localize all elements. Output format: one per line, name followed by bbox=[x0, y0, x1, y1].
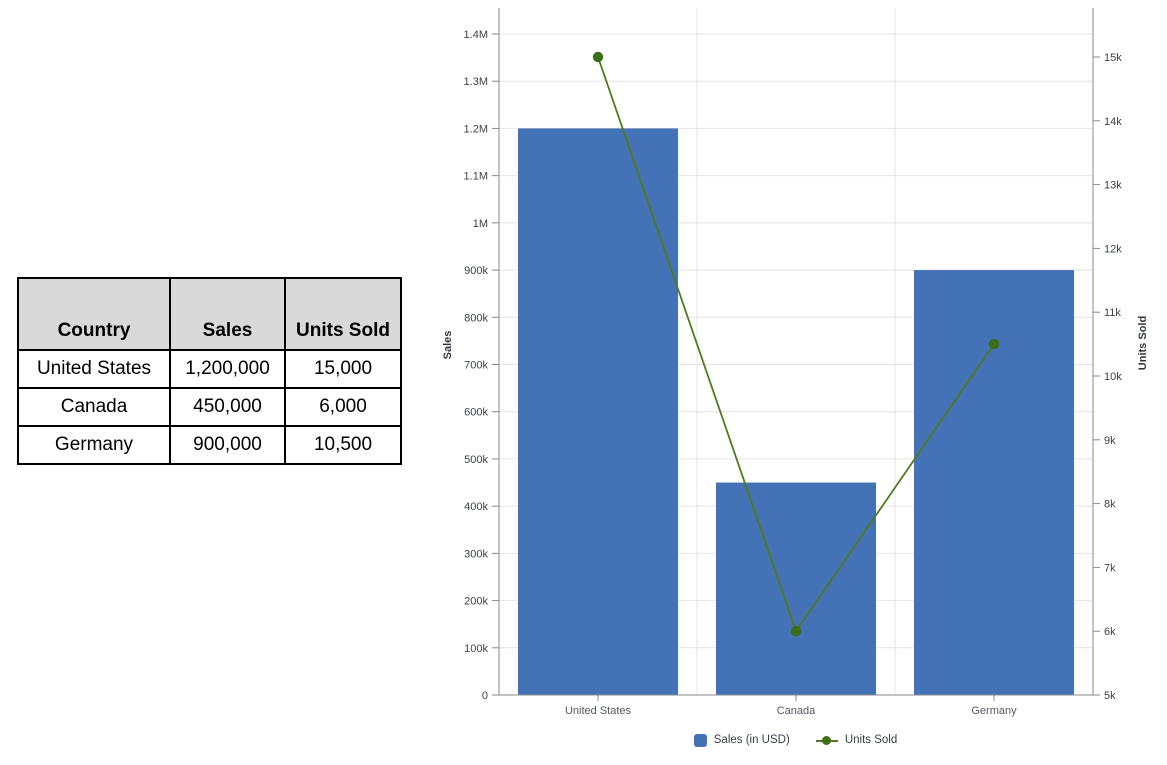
table-row: Germany 900,000 10,500 bbox=[17, 425, 402, 465]
left-tick-label: 1M bbox=[473, 218, 488, 230]
left-tick-label: 100k bbox=[464, 643, 488, 655]
right-tick-label: 6k bbox=[1104, 626, 1116, 638]
cell-sales: 1,200,000 bbox=[169, 349, 286, 389]
right-tick-label: 9k bbox=[1104, 435, 1116, 447]
right-tick-label: 5k bbox=[1104, 690, 1116, 702]
table-header-row: Country Sales Units Sold bbox=[17, 277, 402, 351]
right-tick-label: 8k bbox=[1104, 499, 1116, 511]
cell-sales: 900,000 bbox=[169, 425, 286, 465]
sales-legend-swatch-icon bbox=[693, 733, 707, 747]
cell-country: Germany bbox=[17, 425, 171, 465]
cell-country: United States bbox=[17, 349, 171, 389]
line-marker-canada bbox=[790, 626, 802, 637]
x-category-label: Germany bbox=[971, 705, 1017, 717]
left-axis-title: Sales bbox=[442, 330, 454, 360]
right-tick-label: 11k bbox=[1104, 307, 1121, 319]
right-tick-label: 15k bbox=[1104, 52, 1122, 64]
bar-united-states bbox=[518, 128, 678, 695]
chart-legend: Sales (in USD) Units Sold bbox=[440, 731, 1151, 749]
cell-units: 10,500 bbox=[284, 425, 402, 465]
left-tick-label: 1.3M bbox=[464, 76, 488, 88]
line-marker-united-states bbox=[592, 51, 604, 63]
left-tick-label: 900k bbox=[464, 265, 488, 277]
table-row: Canada 450,000 6,000 bbox=[17, 387, 402, 427]
legend-label-sales: Sales (in USD) bbox=[713, 734, 790, 746]
legend-item-units-sold: Units Sold bbox=[815, 734, 898, 747]
left-tick-label: 1.2M bbox=[464, 123, 488, 135]
left-tick-label: 700k bbox=[464, 360, 488, 372]
right-axis-title: Units Sold bbox=[1137, 315, 1149, 371]
right-tick-label: 10k bbox=[1104, 371, 1122, 383]
cell-country: Canada bbox=[17, 387, 171, 427]
table-row: United States 1,200,000 15,000 bbox=[17, 349, 402, 389]
left-tick-label: 0 bbox=[482, 690, 488, 702]
header-country: Country bbox=[17, 277, 171, 351]
right-tick-label: 7k bbox=[1104, 562, 1116, 574]
header-sales: Sales bbox=[169, 277, 286, 351]
legend-label-units-sold: Units Sold bbox=[844, 734, 898, 746]
right-tick-label: 13k bbox=[1104, 180, 1122, 192]
left-tick-label: 1.4M bbox=[464, 29, 488, 41]
cell-sales: 450,000 bbox=[169, 387, 286, 427]
cell-units: 6,000 bbox=[284, 387, 402, 427]
x-category-label: Canada bbox=[777, 705, 816, 717]
left-tick-label: 1.1M bbox=[464, 171, 488, 183]
left-tick-label: 500k bbox=[464, 454, 488, 466]
x-category-label: United States bbox=[565, 705, 632, 717]
right-tick-label: 12k bbox=[1104, 243, 1122, 255]
cell-units: 15,000 bbox=[284, 349, 402, 389]
header-units-sold: Units Sold bbox=[284, 277, 402, 351]
left-tick-label: 800k bbox=[464, 312, 488, 324]
left-tick-label: 300k bbox=[464, 548, 488, 560]
line-marker-germany bbox=[988, 338, 1000, 350]
bar-germany bbox=[914, 270, 1074, 695]
left-tick-label: 600k bbox=[464, 407, 488, 419]
bar-canada bbox=[716, 482, 876, 695]
sales-data-table: Country Sales Units Sold United States 1… bbox=[17, 277, 402, 465]
left-tick-label: 200k bbox=[464, 596, 488, 608]
right-tick-label: 14k bbox=[1104, 116, 1122, 128]
left-tick-label: 400k bbox=[464, 501, 488, 513]
legend-item-sales: Sales (in USD) bbox=[693, 733, 790, 747]
units-sold-legend-line-dot-icon bbox=[815, 734, 838, 747]
